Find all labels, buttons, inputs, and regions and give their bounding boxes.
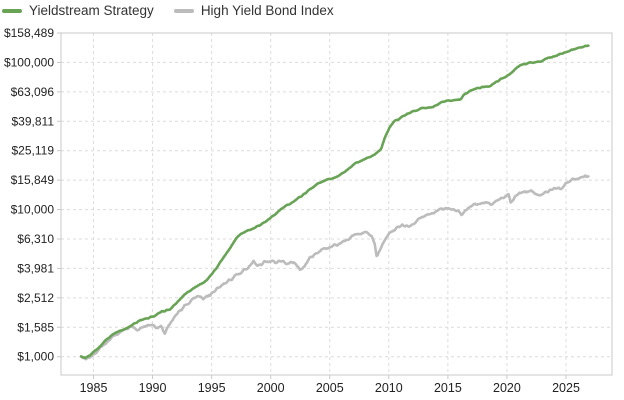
x-axis-label: 2025 — [552, 381, 580, 395]
y-axis-label: $39,811 — [12, 114, 55, 128]
y-axis-label: $63,096 — [11, 85, 55, 99]
x-axis-label: 2020 — [493, 381, 521, 395]
legend-label-high-yield-bond-index: High Yield Bond Index — [200, 3, 334, 18]
legend: Yieldstream Strategy High Yield Bond Ind… — [2, 3, 334, 19]
y-axis-label: $100,000 — [4, 55, 54, 69]
plot-border — [60, 32, 613, 376]
y-axis-label: $10,000 — [11, 203, 55, 217]
x-axis-label: 1990 — [139, 381, 167, 395]
legend-item-yieldstream-strategy[interactable]: Yieldstream Strategy — [2, 3, 154, 19]
x-axis-label: 1985 — [80, 381, 108, 395]
y-axis-label: $3,981 — [17, 261, 54, 275]
x-axis-label: 2015 — [434, 381, 462, 395]
x-axis-label: 2005 — [316, 381, 344, 395]
y-axis-label: $15,849 — [11, 173, 55, 187]
y-axis-label: $1,585 — [17, 320, 54, 334]
y-axis-label: $1,000 — [17, 350, 54, 364]
yieldstream-series-swatch — [2, 9, 22, 13]
index-series-swatch — [173, 9, 194, 13]
yieldstream-strategy-line — [79, 44, 590, 360]
x-axis-label: 2010 — [375, 381, 403, 395]
y-axis-label: $25,119 — [12, 144, 55, 158]
x-axis-label: 2000 — [257, 381, 285, 395]
y-axis-label: $2,512 — [17, 291, 54, 305]
high-yield-bond-index-line — [79, 174, 590, 361]
legend-item-high-yield-bond-index[interactable]: High Yield Bond Index — [173, 3, 334, 19]
y-axis-label: $6,310 — [17, 232, 54, 246]
legend-label-yieldstream-strategy: Yieldstream Strategy — [29, 3, 154, 18]
x-axis-label: 1995 — [198, 381, 226, 395]
y-axis-label: $158,489 — [4, 26, 54, 40]
